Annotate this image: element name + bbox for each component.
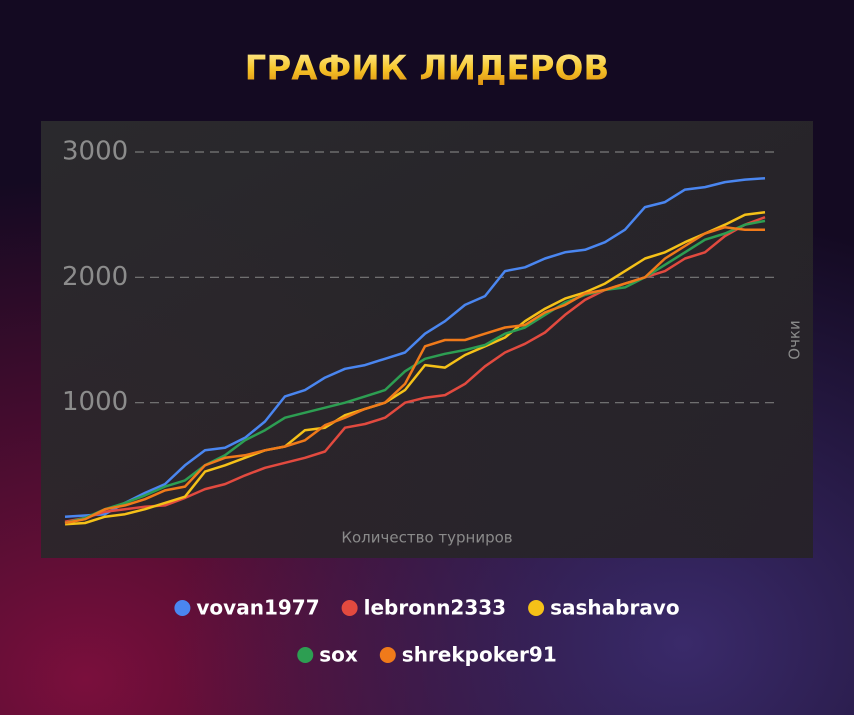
- legend-label: vovan1977: [196, 596, 319, 620]
- legend-swatch: [528, 600, 545, 616]
- legend-label: sox: [319, 643, 358, 667]
- x-axis-label: Количество турниров: [341, 529, 512, 547]
- legend-label: lebronn2333: [364, 596, 506, 620]
- y-tick-label: 1000: [62, 387, 128, 417]
- legend-swatch: [341, 600, 358, 616]
- legend-swatch: [379, 647, 396, 663]
- legend-swatch: [174, 600, 191, 616]
- y-tick-label: 3000: [62, 137, 128, 167]
- legend-swatch: [297, 647, 314, 663]
- plot-panel: [41, 121, 813, 558]
- y-axis-label: Очки: [786, 320, 804, 359]
- legend-label: shrekpoker91: [402, 643, 557, 667]
- legend-label: sashabravo: [550, 596, 680, 620]
- y-tick-label: 2000: [62, 262, 128, 292]
- series-line: [64, 225, 765, 525]
- series-line: [64, 210, 766, 526]
- chart-title: ГРАФИК ЛИДЕРОВ: [245, 49, 610, 89]
- series-line: [64, 177, 766, 518]
